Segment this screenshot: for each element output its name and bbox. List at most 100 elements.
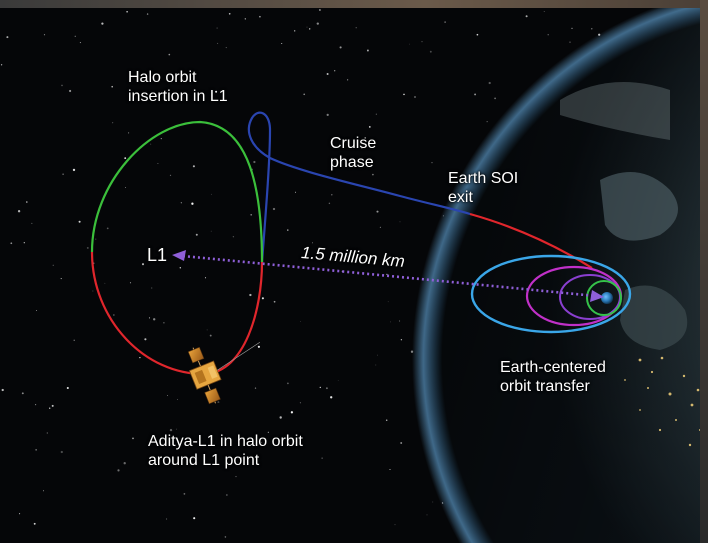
star [318, 9, 321, 11]
soi-exit-trajectory [469, 212, 593, 269]
star [399, 221, 401, 223]
halo-orbit-red-arc [90, 251, 264, 376]
label-cruise-phase: Cruise phase [330, 135, 377, 171]
spacecraft-icon [187, 342, 261, 405]
star [166, 518, 168, 520]
star [525, 15, 528, 18]
star [148, 255, 151, 258]
star [167, 395, 168, 396]
star [33, 522, 36, 525]
earth-icon [601, 292, 613, 304]
star [129, 282, 132, 284]
star [46, 432, 48, 434]
star [217, 401, 220, 404]
star [547, 34, 549, 36]
star [328, 202, 331, 205]
star [160, 137, 162, 140]
star [228, 12, 231, 15]
distance-arrow [172, 250, 604, 302]
star [375, 113, 377, 115]
star [60, 278, 62, 280]
star [93, 262, 95, 264]
star [385, 419, 388, 421]
label-earth-soi-exit: Earth SOI exit [448, 170, 519, 206]
star [414, 96, 416, 98]
star [347, 79, 349, 81]
cruise-trajectory [247, 111, 471, 263]
star [43, 490, 44, 492]
star [151, 287, 153, 289]
star [257, 345, 260, 348]
star [325, 387, 328, 390]
star [79, 42, 81, 44]
star [17, 210, 21, 213]
star [163, 322, 165, 324]
star [387, 301, 389, 303]
star [421, 41, 423, 43]
star [125, 187, 127, 189]
star [192, 165, 195, 168]
star [186, 94, 188, 95]
star [272, 207, 276, 211]
star [86, 246, 89, 249]
star [543, 10, 545, 12]
star [62, 173, 64, 175]
star [101, 22, 104, 25]
star [128, 132, 130, 134]
star [309, 28, 311, 30]
star [409, 43, 410, 45]
star [476, 33, 479, 36]
star [376, 210, 379, 213]
star [26, 201, 28, 203]
star [224, 536, 227, 538]
star [390, 321, 391, 323]
star [389, 469, 391, 470]
star [299, 402, 301, 404]
star [72, 168, 76, 172]
star [355, 27, 357, 29]
star [210, 230, 212, 232]
star [312, 242, 313, 244]
star [51, 404, 54, 407]
star [141, 263, 145, 266]
star [117, 469, 120, 472]
star [368, 126, 371, 128]
star [474, 93, 477, 96]
star [95, 238, 97, 240]
star [403, 93, 405, 96]
star [144, 338, 147, 341]
star [326, 113, 329, 117]
star [569, 41, 571, 43]
star [571, 27, 573, 30]
star [294, 30, 296, 32]
star [361, 147, 363, 149]
star [306, 26, 308, 28]
star [226, 494, 228, 496]
star [591, 28, 593, 30]
star [253, 160, 256, 164]
star [169, 428, 173, 432]
star [379, 226, 381, 228]
star [321, 457, 323, 459]
frame-edge-top [0, 0, 708, 8]
earth-orbit-transfer [470, 254, 632, 334]
label-aditya-halo-orbit: Aditya-L1 in halo orbit around L1 point [148, 433, 303, 469]
star [31, 222, 33, 224]
star [287, 229, 289, 231]
star [150, 143, 152, 145]
label-halo-insertion: Halo orbit insertion in L1 [128, 69, 228, 105]
star [60, 450, 63, 454]
star [210, 438, 212, 440]
star [43, 34, 46, 36]
star [126, 11, 128, 13]
label-earth-orbit-transfer: Earth-centered orbit transfer [500, 359, 606, 395]
star [112, 122, 114, 124]
star [209, 334, 212, 337]
star [279, 416, 282, 419]
star [78, 220, 81, 223]
star [429, 50, 432, 53]
star [21, 392, 24, 395]
star [364, 137, 367, 139]
star [123, 462, 126, 465]
star [113, 314, 115, 316]
